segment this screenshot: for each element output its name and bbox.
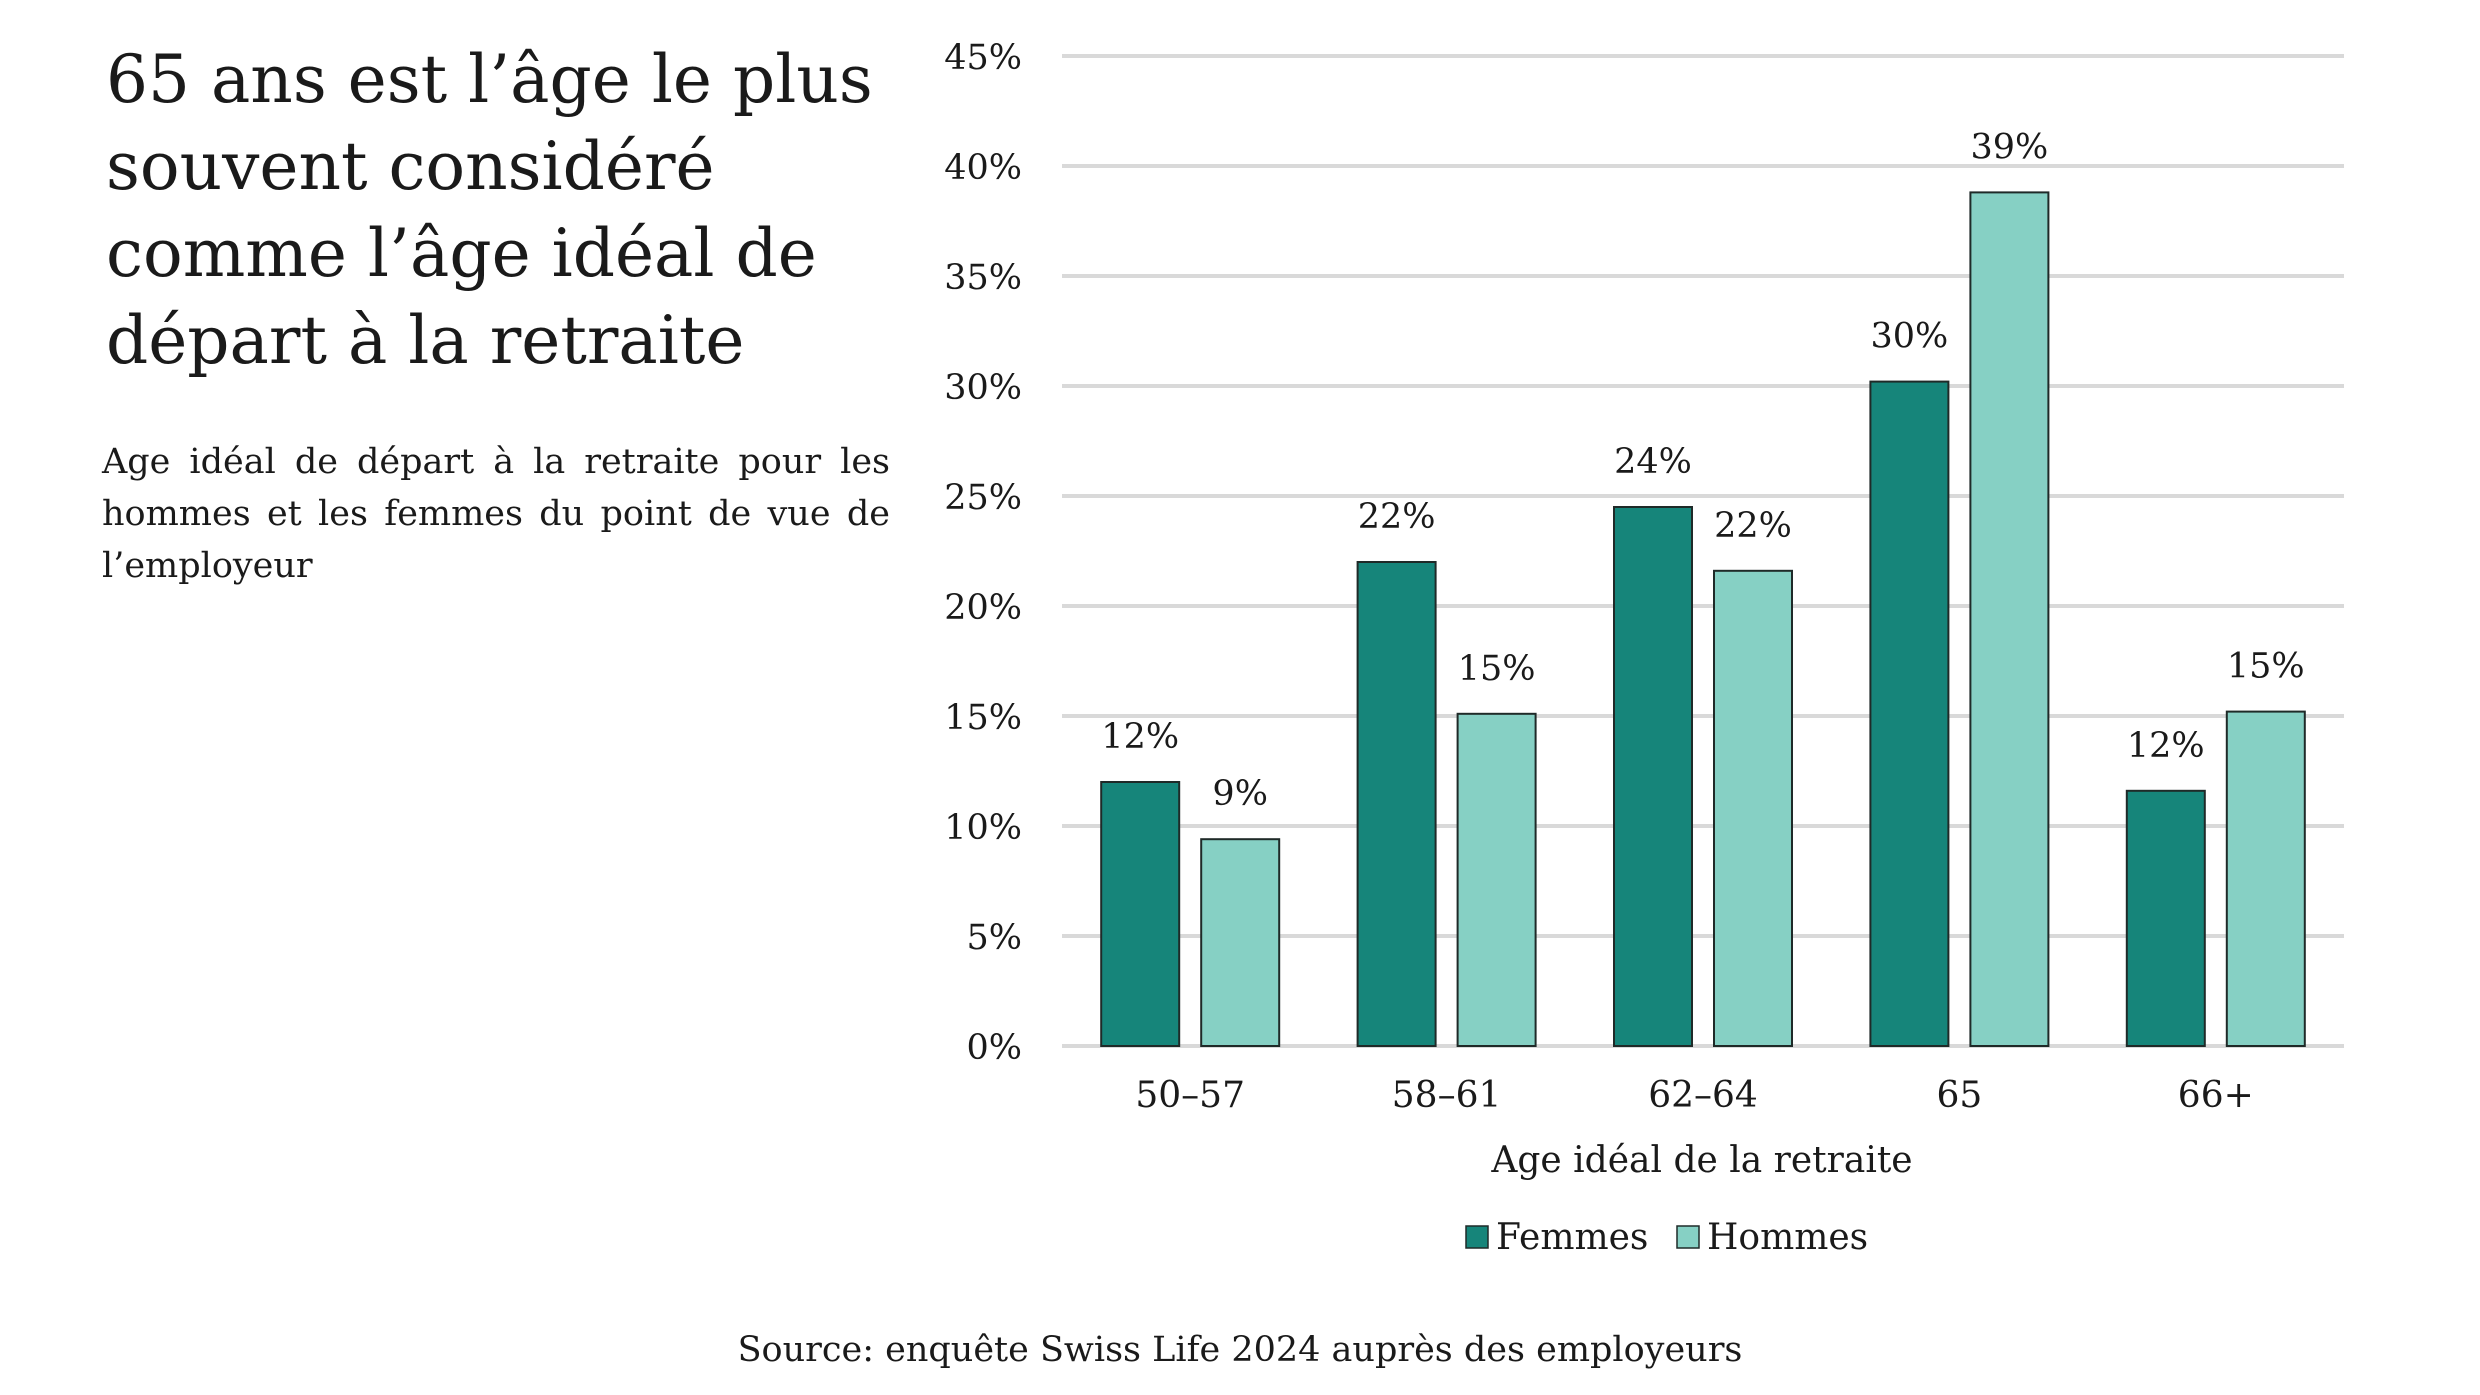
y-axis-ticks: 0% 5% 10% 15% 20% 25% 30% 35% 40% 45%	[944, 38, 1022, 1068]
bar-hommes	[1713, 569, 1793, 1047]
data-label: 12%	[2127, 726, 2205, 766]
chart-subtitle: Age idéal de départ à la retraite pour l…	[102, 442, 890, 586]
x-axis-ticks: 50–57 58–61 62–64 65 66+	[1135, 1075, 2253, 1116]
bar-femmes	[1100, 781, 1181, 1047]
x-tick-label: 65	[1936, 1075, 1982, 1116]
legend-label: Femmes	[1496, 1217, 1648, 1258]
data-label: 15%	[2227, 647, 2305, 687]
bar-hommes	[1456, 712, 1537, 1047]
data-label: 24%	[1614, 442, 1692, 482]
data-labels: 12% 9% 22% 15% 24% 22% 30% 39% 12% 15%	[1101, 127, 2304, 814]
x-tick-label: 58–61	[1392, 1075, 1502, 1116]
chart-title: 65 ans est l’âge le plus souvent considé…	[106, 41, 873, 379]
legend-swatch	[1465, 1225, 1489, 1249]
y-tick-label: 15%	[944, 698, 1022, 738]
bars	[1100, 191, 2306, 1048]
bar-hommes	[1969, 191, 2050, 1047]
y-tick-label: 10%	[944, 808, 1022, 848]
legend: Femmes Hommes	[1465, 1217, 1868, 1258]
y-tick-label: 5%	[966, 918, 1022, 958]
y-tick-label: 25%	[944, 478, 1022, 518]
data-label: 15%	[1458, 649, 1536, 689]
data-label: 22%	[1714, 506, 1792, 546]
x-tick-label: 62–64	[1648, 1075, 1758, 1116]
data-label: 39%	[1971, 127, 2049, 167]
bar-femmes	[1869, 380, 1950, 1048]
bar-hommes	[1200, 838, 1281, 1048]
data-label: 30%	[1871, 317, 1949, 357]
y-tick-label: 35%	[944, 258, 1022, 298]
bar-femmes	[2125, 789, 2206, 1047]
source-note: Source: enquête Swiss Life 2024 auprès d…	[737, 1330, 1743, 1370]
y-tick-label: 30%	[944, 368, 1022, 408]
data-label: 9%	[1212, 774, 1268, 814]
bar-femmes	[1613, 506, 1693, 1047]
bar-femmes	[1356, 561, 1437, 1047]
data-label: 12%	[1101, 717, 1179, 757]
bar-chart: 12% 9% 22% 15% 24% 22% 30% 39% 12% 15% 0% 5% 10% 15%…	[944, 38, 2344, 1258]
x-tick-label: 50–57	[1135, 1075, 1245, 1116]
legend-item-hommes: Hommes	[1676, 1217, 1868, 1258]
x-tick-label: 66+	[2178, 1075, 2254, 1116]
y-tick-label: 45%	[944, 38, 1022, 78]
legend-item-femmes: Femmes	[1465, 1217, 1648, 1258]
y-tick-label: 0%	[966, 1028, 1022, 1068]
bar-hommes	[2225, 710, 2306, 1047]
x-axis-title: Age idéal de la retraite	[1490, 1140, 1912, 1181]
legend-label: Hommes	[1707, 1217, 1868, 1258]
legend-swatch	[1676, 1225, 1700, 1249]
y-tick-label: 20%	[944, 588, 1022, 628]
data-label: 22%	[1358, 497, 1436, 537]
y-tick-label: 40%	[944, 148, 1022, 188]
